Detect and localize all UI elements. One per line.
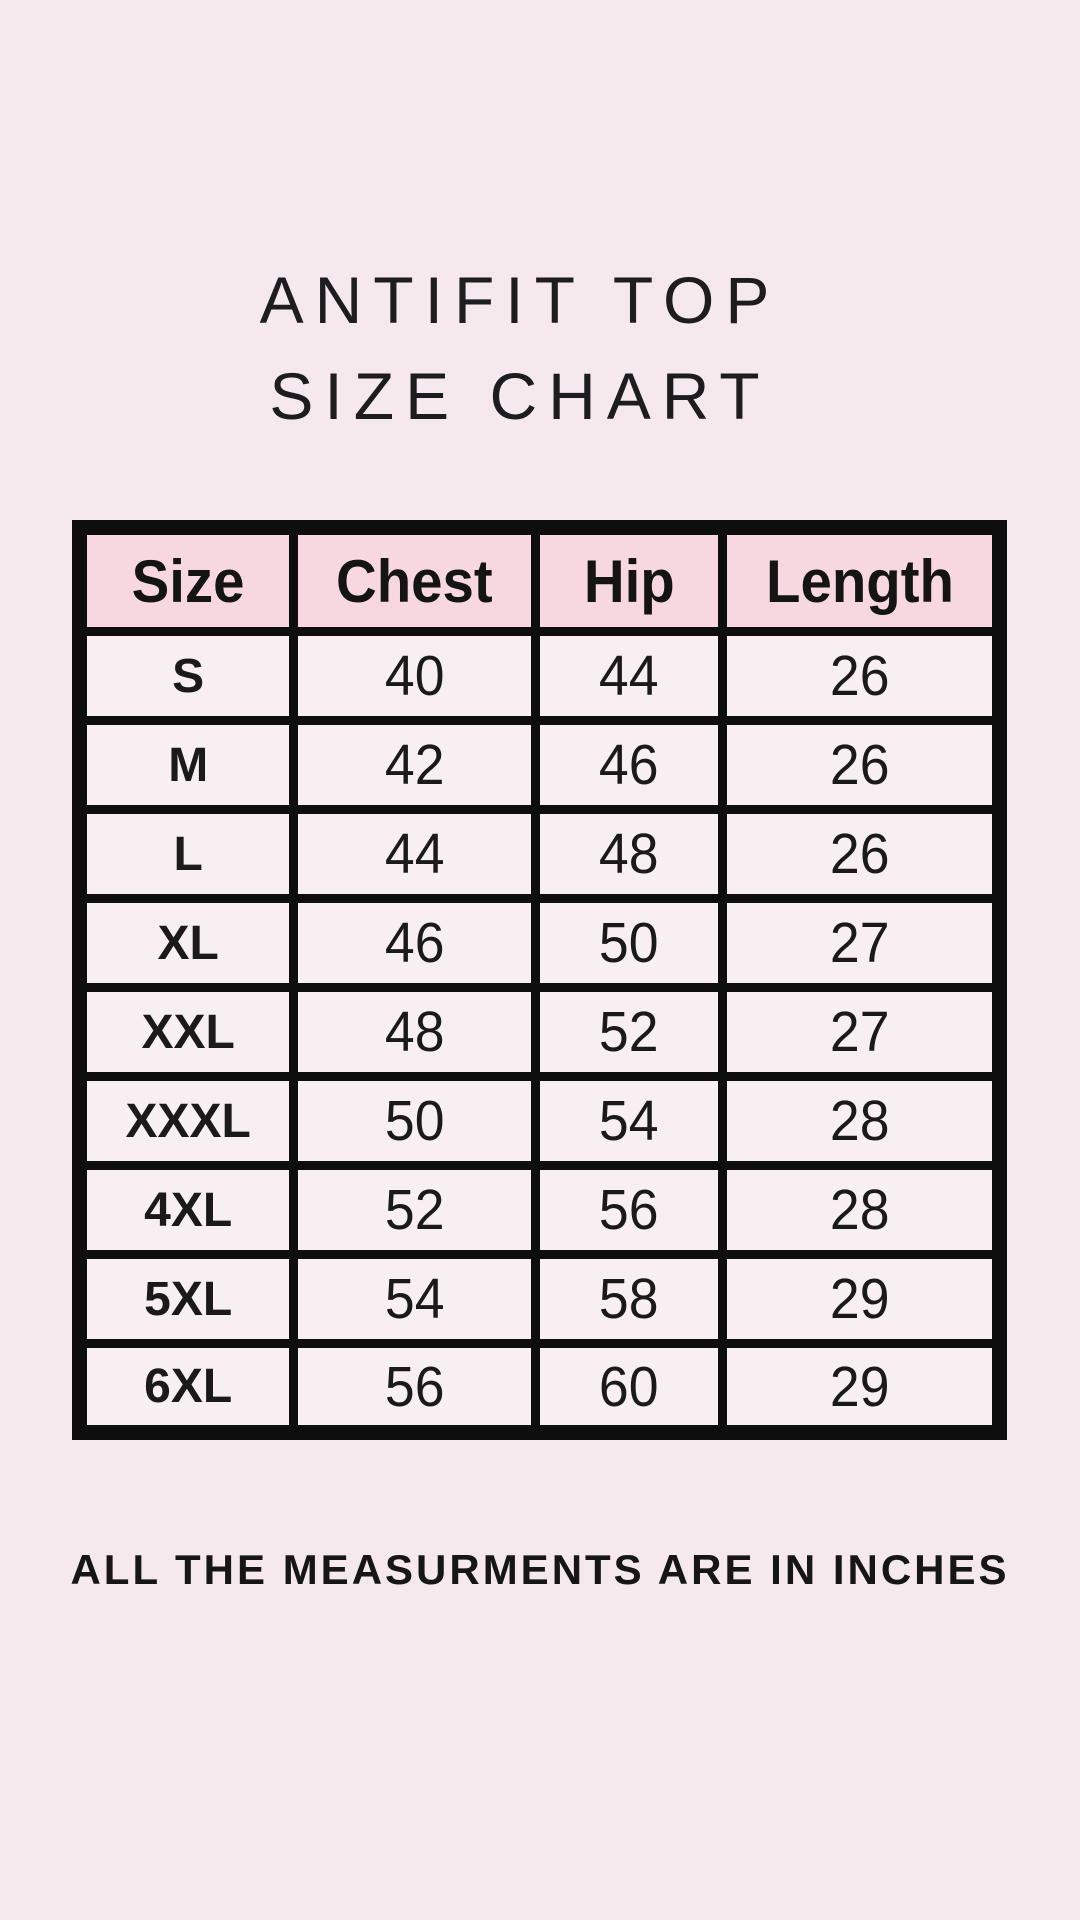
hip-cell: 50 (531, 894, 728, 992)
column-header-chest: Chest (289, 523, 541, 636)
hip-cell: 54 (531, 1072, 728, 1170)
column-header-length: Length (718, 523, 1004, 636)
size-cell: S (74, 627, 299, 725)
size-cell: L (74, 805, 299, 903)
table-row-s: S 40 44 26 (74, 627, 1004, 725)
table-row-4xl: 4XL 52 56 28 (74, 1161, 1004, 1259)
column-header-hip: Hip (531, 523, 728, 636)
table-row-6xl: 6XL 56 60 29 (74, 1339, 1004, 1437)
hip-cell: 44 (531, 627, 728, 725)
table-row-xxxl: XXXL 50 54 28 (74, 1072, 1004, 1170)
table-row-xl: XL 46 50 27 (74, 894, 1004, 992)
page-title: ANTIFIT TOP SIZE CHART (0, 252, 1040, 444)
chest-cell: 44 (289, 805, 541, 903)
size-cell: XXL (74, 983, 299, 1081)
hip-cell: 48 (531, 805, 728, 903)
hip-cell: 58 (531, 1250, 728, 1348)
table-row-m: M 42 46 26 (74, 716, 1004, 814)
length-cell: 27 (718, 983, 1004, 1081)
size-cell: M (74, 716, 299, 814)
size-cell: 4XL (74, 1161, 299, 1259)
hip-cell: 60 (531, 1339, 728, 1437)
chest-cell: 46 (289, 894, 541, 992)
length-cell: 28 (718, 1072, 1004, 1170)
length-cell: 27 (718, 894, 1004, 992)
chest-cell: 42 (289, 716, 541, 814)
header-row: Size Chest Hip Length (74, 523, 1004, 636)
chest-cell: 50 (289, 1072, 541, 1170)
column-header-size: Size (74, 523, 299, 636)
chest-cell: 52 (289, 1161, 541, 1259)
hip-cell: 56 (531, 1161, 728, 1259)
page-title-line1: ANTIFIT TOP (259, 263, 781, 337)
length-cell: 29 (718, 1339, 1004, 1437)
measurement-units-note: ALL THE MEASURMENTS ARE IN INCHES (70, 1546, 1010, 1593)
hip-cell: 52 (531, 983, 728, 1081)
length-cell: 26 (718, 716, 1004, 814)
table-row-5xl: 5XL 54 58 29 (74, 1250, 1004, 1348)
chest-cell: 48 (289, 983, 541, 1081)
size-cell: XL (74, 894, 299, 992)
size-chart-table: Size Chest Hip Length S 40 44 26 M 42 46… (72, 520, 1007, 1440)
table-row-xxl: XXL 48 52 27 (74, 983, 1004, 1081)
chest-cell: 40 (289, 627, 541, 725)
size-cell: 6XL (74, 1339, 299, 1437)
size-cell: XXXL (74, 1072, 299, 1170)
hip-cell: 46 (531, 716, 728, 814)
length-cell: 28 (718, 1161, 1004, 1259)
page-title-line2: SIZE CHART (269, 359, 771, 433)
length-cell: 26 (718, 805, 1004, 903)
chest-cell: 54 (289, 1250, 541, 1348)
table-row-l: L 44 48 26 (74, 805, 1004, 903)
length-cell: 26 (718, 627, 1004, 725)
size-cell: 5XL (74, 1250, 299, 1348)
length-cell: 29 (718, 1250, 1004, 1348)
chest-cell: 56 (289, 1339, 541, 1437)
